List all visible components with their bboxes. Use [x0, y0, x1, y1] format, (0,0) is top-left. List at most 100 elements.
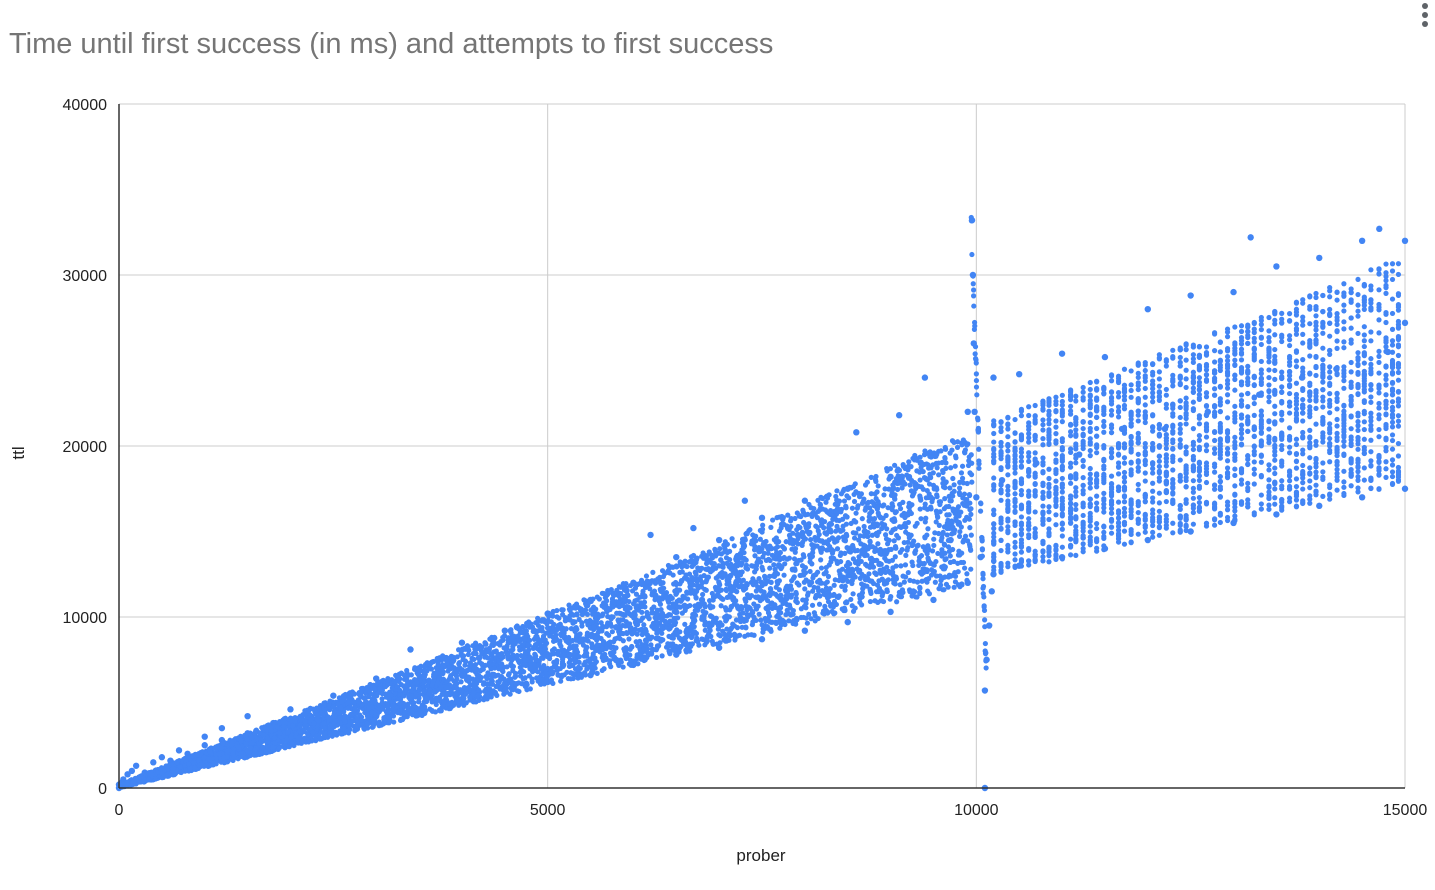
data-point: [654, 611, 661, 617]
data-point: [639, 609, 645, 615]
more-vert-icon[interactable]: [1419, 0, 1431, 30]
data-point: [684, 576, 691, 582]
data-point: [783, 585, 789, 591]
data-point: [1401, 485, 1409, 492]
data-point: [904, 547, 910, 553]
data-point: [968, 511, 974, 517]
data-point: [791, 574, 797, 580]
data-point: [872, 491, 878, 497]
data-point: [866, 518, 872, 524]
data-point: [801, 627, 809, 634]
data-point: [914, 456, 920, 463]
data-point: [325, 714, 331, 720]
data-point: [733, 554, 739, 560]
data-point: [792, 515, 798, 522]
data-point: [728, 625, 735, 631]
data-point: [825, 573, 832, 580]
data-point: [952, 463, 958, 469]
data-point: [724, 560, 730, 566]
data-point: [944, 525, 950, 532]
data-point: [451, 657, 457, 663]
data-point: [724, 577, 730, 583]
data-point: [793, 538, 799, 544]
data-point: [260, 744, 266, 750]
data-point: [514, 625, 520, 631]
data-point: [526, 619, 532, 625]
data-point: [973, 494, 980, 501]
data-point: [346, 722, 352, 728]
data-point: [505, 672, 512, 678]
data-point: [740, 610, 746, 616]
data-point: [380, 706, 386, 712]
data-point: [864, 552, 870, 558]
data-point: [707, 627, 713, 634]
data-point: [892, 496, 898, 502]
data-point: [809, 513, 815, 520]
data-point: [488, 694, 494, 700]
data-point: [945, 544, 952, 550]
data-point: [483, 654, 489, 660]
data-point: [587, 656, 593, 662]
data-point: [952, 453, 959, 459]
data-point: [692, 607, 698, 614]
data-point: [648, 642, 654, 648]
data-point: [688, 628, 694, 634]
data-point: [856, 554, 862, 560]
data-point: [809, 542, 815, 548]
data-point: [862, 482, 869, 488]
data-point: [876, 529, 882, 535]
data-point: [964, 571, 970, 577]
data-point: [1316, 502, 1323, 510]
data-point: [941, 563, 947, 569]
data-point: [809, 602, 816, 608]
data-point: [579, 620, 585, 626]
data-point: [738, 562, 744, 568]
data-point: [379, 700, 385, 706]
data-point: [934, 451, 940, 457]
data-point: [772, 545, 779, 552]
data-point: [861, 496, 867, 502]
data-point: [860, 586, 866, 592]
data-point: [895, 466, 901, 472]
data-point: [627, 657, 634, 663]
data-point: [932, 579, 938, 585]
data-point: [544, 625, 551, 631]
data-point: [691, 624, 697, 630]
data-point: [364, 720, 370, 727]
data-point: [347, 690, 353, 696]
data-point: [762, 576, 768, 582]
data-point: [491, 665, 498, 671]
data-point: [941, 542, 948, 548]
data-point: [638, 603, 644, 610]
data-point: [520, 676, 526, 682]
data-point: [925, 555, 931, 561]
data-point: [879, 593, 885, 599]
data-point: [962, 447, 969, 453]
data-point: [853, 530, 859, 536]
data-point: [727, 557, 733, 563]
data-point: [575, 664, 582, 670]
data-point: [876, 589, 882, 595]
data-point: [891, 538, 897, 544]
data-point: [1401, 319, 1409, 327]
data-point: [703, 587, 709, 593]
data-point: [794, 510, 800, 516]
data-point: [700, 608, 706, 614]
data-point: [851, 535, 858, 541]
data-point: [905, 474, 912, 481]
data-point: [900, 499, 906, 505]
data-point: [768, 586, 774, 592]
data-point: [606, 632, 612, 638]
data-point: [939, 459, 945, 466]
data-point: [486, 649, 492, 655]
data-point: [856, 568, 862, 574]
data-point: [465, 651, 472, 658]
data-point: [414, 679, 420, 686]
data-point: [957, 529, 963, 535]
data-point: [990, 571, 997, 578]
data-point: [620, 581, 626, 587]
data-point: [894, 486, 901, 493]
data-point: [615, 617, 621, 623]
data-point: [321, 725, 328, 731]
data-point: [593, 647, 599, 654]
